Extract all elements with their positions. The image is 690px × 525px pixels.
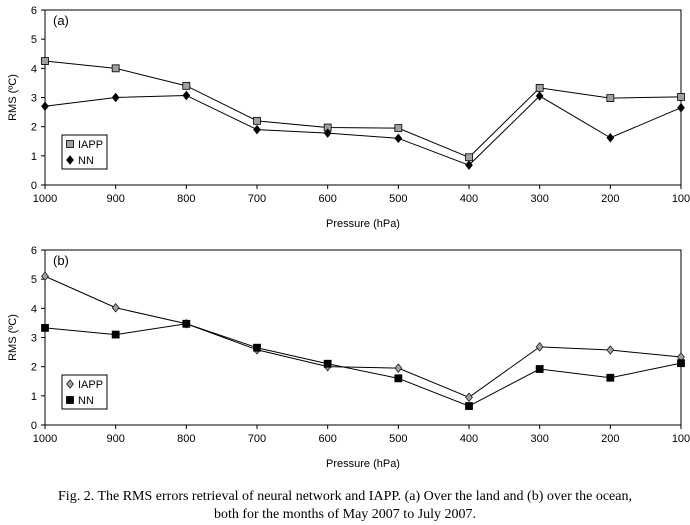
- data-point-nn: [394, 374, 403, 383]
- y-tick-label: 5: [31, 274, 37, 286]
- y-tick-label: 6: [31, 245, 37, 257]
- data-point-iapp: [41, 57, 49, 65]
- data-point-nn: [253, 124, 261, 135]
- data-point-iapp: [535, 83, 544, 92]
- data-point-nn: [253, 343, 261, 352]
- plot-frame: [44, 9, 682, 186]
- data-point-iapp: [677, 93, 685, 101]
- y-tick-label: 3: [31, 93, 37, 105]
- data-point-nn: [394, 133, 403, 144]
- x-tick-label: 900: [106, 433, 124, 445]
- panel-label: (a): [53, 13, 69, 28]
- y-tick-label: 5: [31, 34, 37, 46]
- series-line-iapp: [44, 275, 682, 398]
- x-tick-label: 100: [672, 193, 690, 205]
- x-tick-label: 600: [318, 193, 336, 205]
- data-point-nn: [677, 359, 685, 368]
- x-tick-label: 1000: [33, 433, 57, 445]
- caption-line-2: both for the months of May 2007 to July …: [213, 507, 477, 522]
- legend-marker-iapp: [66, 140, 74, 148]
- x-tick-label: 100: [672, 433, 690, 445]
- x-axis-label: Pressure (hPa): [326, 458, 400, 470]
- x-tick-label: 700: [248, 193, 266, 205]
- y-tick-label: 6: [31, 5, 37, 17]
- data-point-nn: [535, 365, 544, 373]
- data-point-nn: [535, 91, 544, 101]
- data-point-iapp: [111, 64, 120, 73]
- legend-label-nn: NN: [78, 395, 94, 407]
- data-point-nn: [677, 102, 685, 113]
- data-point-nn: [323, 128, 332, 138]
- data-point-iapp: [465, 392, 473, 403]
- data-point-iapp: [182, 81, 191, 90]
- data-point-iapp: [394, 124, 403, 133]
- y-axis-label: RMS (ºC): [7, 74, 19, 121]
- data-point-iapp: [111, 302, 120, 313]
- y-tick-label: 4: [31, 303, 37, 315]
- y-tick-label: 1: [31, 151, 37, 163]
- caption-line-1: Fig. 2. The RMS errors retrieval of neur…: [58, 489, 632, 504]
- data-point-nn: [111, 330, 120, 339]
- figure-caption: Fig. 2. The RMS errors retrieval of neur…: [10, 488, 680, 524]
- y-tick-label: 0: [31, 180, 37, 192]
- y-tick-label: 4: [31, 63, 37, 75]
- data-point-nn: [465, 402, 473, 410]
- legend-marker-iapp: [66, 379, 74, 389]
- data-point-nn: [606, 132, 615, 143]
- legend-marker-nn: [66, 155, 74, 165]
- x-tick-label: 600: [318, 433, 336, 445]
- plot-frame: [44, 249, 682, 426]
- data-point-nn: [465, 160, 473, 170]
- series-line-nn: [44, 94, 682, 166]
- chart-panel-b: 0 1 2 3 4 5 6 1000 900 800 700 600 500 400 300 200 100 Pr…: [7, 245, 690, 470]
- x-axis-label: Pressure (hPa): [326, 218, 400, 230]
- y-tick-label: 0: [31, 420, 37, 432]
- data-point-nn: [41, 323, 49, 332]
- data-point-nn: [182, 319, 191, 328]
- x-tick-label: 200: [601, 193, 619, 205]
- x-tick-label: 800: [177, 433, 195, 445]
- x-tick-label: 400: [460, 433, 478, 445]
- x-tick-label: 500: [389, 433, 407, 445]
- y-tick-label: 2: [31, 122, 37, 134]
- data-point-nn: [182, 90, 191, 101]
- y-tick-label: 2: [31, 362, 37, 374]
- x-tick-label: 1000: [33, 193, 57, 205]
- data-point-nn: [606, 373, 615, 382]
- series-line-iapp: [44, 60, 682, 158]
- legend-label-iapp: IAPP: [78, 379, 103, 391]
- x-tick-label: 900: [106, 193, 124, 205]
- y-tick-label: 1: [31, 391, 37, 403]
- legend-label-nn: NN: [78, 155, 94, 167]
- series-line-nn: [44, 323, 682, 407]
- data-point-nn: [41, 101, 49, 112]
- data-point-iapp: [606, 94, 615, 102]
- y-axis-label: RMS (ºC): [7, 314, 19, 361]
- data-point-iapp: [253, 116, 261, 125]
- legend-label-iapp: IAPP: [78, 139, 103, 151]
- x-tick-label: 300: [530, 193, 548, 205]
- x-tick-label: 800: [177, 193, 195, 205]
- panel-label: (b): [53, 253, 69, 268]
- legend-marker-nn: [66, 396, 74, 404]
- x-tick-label: 300: [530, 433, 548, 445]
- x-tick-label: 700: [248, 433, 266, 445]
- x-tick-label: 200: [601, 433, 619, 445]
- data-point-iapp: [465, 153, 473, 162]
- data-point-iapp: [535, 342, 544, 352]
- data-point-iapp: [606, 345, 615, 355]
- chart-panel-a: 0 1 2 3 4 5 6 1000 900 800 700 600 500 400 300 200 100 Pr…: [7, 5, 690, 230]
- data-point-iapp: [41, 271, 49, 282]
- data-point-nn: [323, 359, 332, 368]
- y-tick-label: 3: [31, 333, 37, 345]
- x-tick-label: 500: [389, 193, 407, 205]
- data-point-nn: [111, 92, 120, 103]
- data-point-iapp: [394, 363, 403, 373]
- x-tick-label: 400: [460, 193, 478, 205]
